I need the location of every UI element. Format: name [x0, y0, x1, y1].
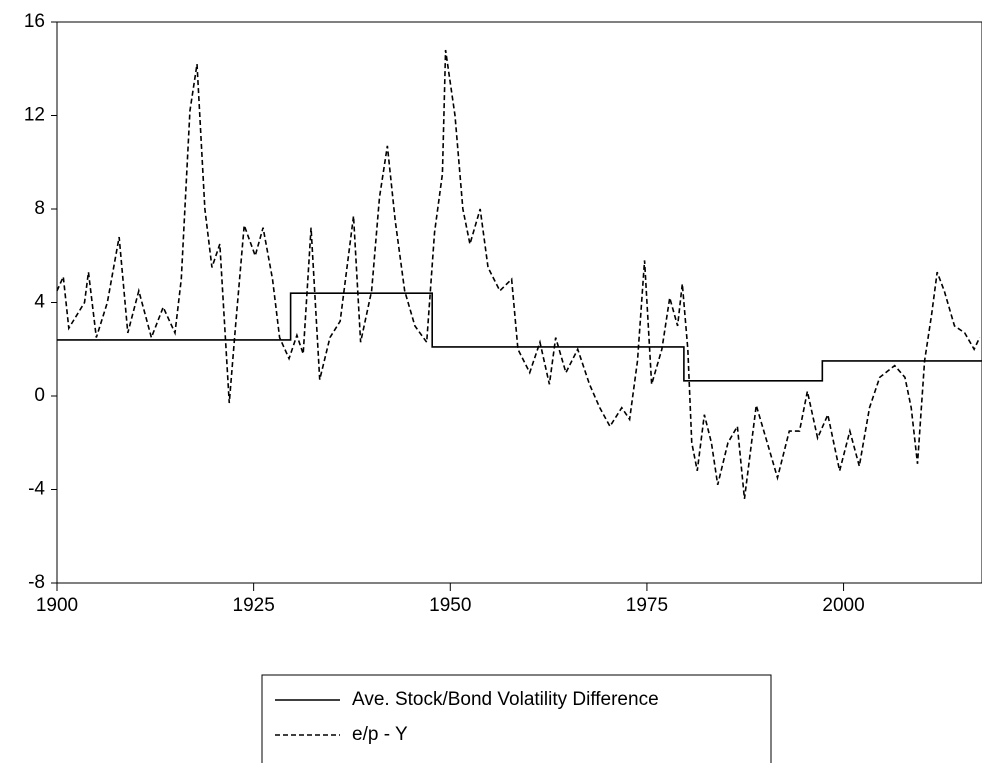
y-tick-label: 12 — [24, 105, 45, 126]
x-tick-label: 1975 — [626, 595, 668, 616]
series-line — [57, 292, 982, 382]
y-tick-label: 4 — [34, 292, 45, 313]
legend-label: Ave. Stock/Bond Volatility Difference — [352, 689, 659, 710]
series-line — [56, 49, 981, 499]
y-tick-label: 8 — [34, 198, 45, 219]
legend-label: e/p - Y — [352, 724, 408, 745]
y-tick-label: 16 — [24, 11, 45, 32]
x-tick-label: 1950 — [429, 595, 471, 616]
x-tick-label: 2000 — [822, 595, 864, 616]
y-tick-label: -8 — [28, 572, 45, 593]
x-tick-label: 1900 — [36, 595, 78, 616]
y-tick-label: 0 — [34, 385, 45, 406]
y-tick-label: -4 — [28, 479, 45, 500]
x-tick-label: 1925 — [233, 595, 275, 616]
plot-frame — [56, 21, 982, 584]
legend-box — [261, 674, 772, 763]
